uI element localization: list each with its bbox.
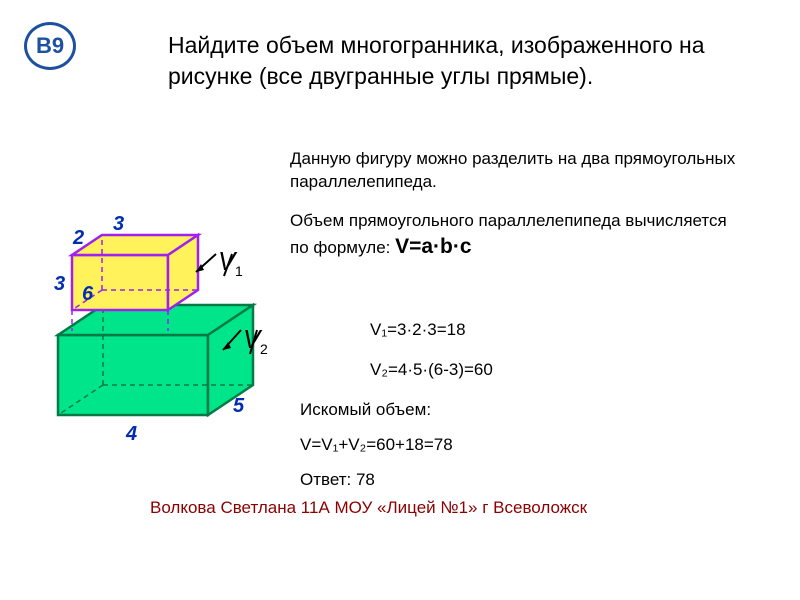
dim-top-width: 3 [113,213,124,235]
dim-side-h: 3 [54,273,65,295]
v2-sub: 2 [260,341,268,357]
dim-total-h: 6 [82,283,94,305]
v1-sub: 1 [235,263,243,279]
paragraph-2-prefix: Объем прямоугольного параллелепипеда выч… [290,211,727,257]
paragraph-2: Объем прямоугольного параллелепипеда выч… [290,210,740,261]
calc-v2: V₂=4·5·(6-3)=60 [370,360,493,380]
calc-label: Искомый объем: [300,400,431,420]
problem-title: Найдите объем многогранника, изображенно… [168,30,760,92]
calc-sum: V=V₁+V₂=60+18=78 [300,435,453,455]
polyhedron-figure: 3 2 3 6 4 5 V 1 V 2 [28,200,288,460]
volume-formula: V=a·b·c [395,235,471,258]
calc-v1: V₁=3·2·3=18 [370,320,466,340]
paragraph-1: Данную фигуру можно разделить на два пря… [290,148,740,194]
problem-badge: B9 [24,22,76,70]
dim-bottom-w: 4 [125,423,137,445]
answer: Ответ: 78 [300,470,375,490]
dim-top-depth: 2 [72,227,84,249]
attribution: Волкова Светлана 11А МОУ «Лицей №1» г Вс… [150,498,587,518]
dim-bottom-d: 5 [233,395,245,417]
